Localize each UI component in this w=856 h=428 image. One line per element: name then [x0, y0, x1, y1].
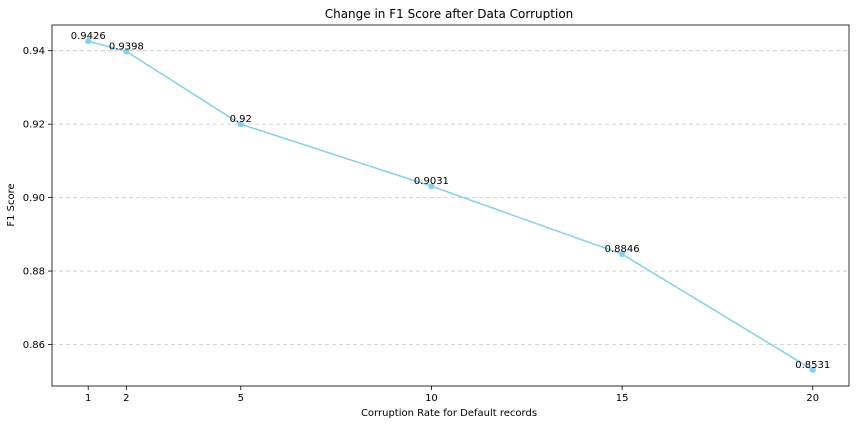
- x-tick-label: 20: [806, 393, 819, 404]
- x-tick-label: 1: [85, 393, 91, 404]
- data-point: [428, 183, 435, 190]
- y-tick-label: 0.92: [23, 120, 45, 131]
- data-point: [619, 251, 626, 258]
- data-point: [809, 366, 816, 373]
- chart-title: Change in F1 Score after Data Corruption: [325, 7, 574, 21]
- series-layer: [85, 38, 816, 373]
- axes: [48, 24, 850, 390]
- x-tick-label: 2: [123, 393, 129, 404]
- series-line: [88, 40, 814, 371]
- y-tick-label: 0.90: [23, 193, 45, 204]
- data-point: [237, 121, 244, 128]
- y-axis-label: F1 Score: [6, 183, 17, 226]
- x-tick-label: 10: [425, 393, 438, 404]
- data-point: [85, 38, 92, 45]
- data-label: 0.9031: [414, 176, 449, 187]
- data-label: 0.9398: [109, 41, 144, 52]
- y-tick-label: 0.94: [23, 46, 45, 57]
- x-tick-label: 5: [238, 393, 244, 404]
- data-label: 0.8531: [795, 360, 830, 371]
- plot-frame: [51, 24, 850, 387]
- x-axis-label: Corruption Rate for Default records: [361, 408, 537, 419]
- data-label: 0.9426: [71, 31, 106, 42]
- grid-lines: [52, 50, 849, 345]
- y-tick-label: 0.88: [23, 267, 45, 278]
- y-tick-label: 0.86: [23, 340, 45, 351]
- tick-labels: 0.86 0.88 0.90 0.92 0.94 1 2 5 10 15 20: [23, 46, 819, 404]
- data-label: 0.92: [230, 114, 252, 125]
- data-point: [123, 48, 130, 55]
- x-tick-label: 15: [616, 393, 629, 404]
- data-label: 0.8846: [605, 244, 640, 255]
